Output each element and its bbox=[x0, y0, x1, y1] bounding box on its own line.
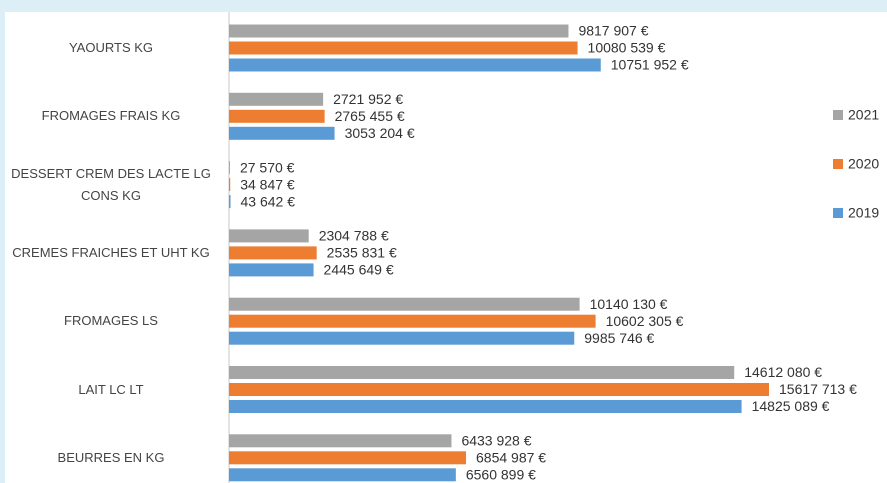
value-label: 6560 899 € bbox=[466, 467, 536, 483]
value-label: 34 847 € bbox=[240, 176, 295, 192]
category-label: CREMES FRAICHES ET UHT KG bbox=[12, 244, 210, 260]
value-label: 2304 788 € bbox=[319, 228, 389, 244]
bar bbox=[229, 109, 325, 123]
bar bbox=[229, 229, 309, 243]
value-label: 6433 928 € bbox=[461, 433, 531, 449]
value-label: 2721 952 € bbox=[333, 91, 403, 107]
value-label: 2445 649 € bbox=[324, 262, 394, 278]
value-label: 3053 204 € bbox=[345, 125, 415, 141]
bar bbox=[229, 400, 742, 413]
category-label: BEURRES EN KG bbox=[57, 449, 165, 465]
legend-swatch bbox=[833, 110, 843, 120]
category-label: YAOURTS KG bbox=[68, 40, 154, 55]
bar bbox=[229, 331, 575, 345]
value-label: 9817 907 € bbox=[578, 23, 648, 39]
legend-label: 2021 bbox=[848, 107, 879, 123]
bar bbox=[229, 383, 769, 396]
bar bbox=[229, 297, 580, 311]
bar bbox=[229, 92, 324, 106]
category-label: FROMAGES LS bbox=[64, 313, 158, 329]
legend-swatch bbox=[833, 159, 843, 169]
value-label: 9985 746 € bbox=[584, 330, 654, 346]
value-label: 10751 952 € bbox=[611, 57, 689, 73]
category-label: FROMAGES FRAIS KG bbox=[41, 108, 181, 124]
category-label: LAIT LC LT bbox=[78, 381, 144, 397]
bar bbox=[229, 195, 231, 209]
value-label: 15617 713 € bbox=[779, 381, 857, 397]
legend-label: 2020 bbox=[848, 156, 879, 172]
bar bbox=[229, 126, 335, 140]
bar bbox=[229, 314, 596, 328]
category-label: DESSERT CREM DES LACTE LG CONS KG bbox=[11, 165, 211, 203]
value-label: 14612 080 € bbox=[744, 364, 822, 380]
value-label: 10140 130 € bbox=[590, 296, 668, 312]
bar bbox=[229, 161, 230, 175]
value-label: 43 642 € bbox=[241, 193, 296, 209]
bar bbox=[229, 366, 735, 379]
value-label: 2765 455 € bbox=[335, 108, 405, 124]
bar bbox=[229, 58, 601, 72]
value-label: 2535 831 € bbox=[327, 245, 397, 261]
legend-swatch bbox=[833, 208, 843, 218]
bar bbox=[229, 246, 317, 260]
bar bbox=[229, 178, 231, 192]
value-label: 14825 089 € bbox=[752, 398, 830, 414]
value-label: 27 570 € bbox=[240, 159, 295, 175]
bar bbox=[229, 468, 456, 482]
value-label: 6854 987 € bbox=[476, 450, 546, 466]
bar bbox=[229, 451, 467, 465]
value-label: 10080 539 € bbox=[588, 40, 666, 56]
bar bbox=[229, 24, 569, 38]
value-label: 10602 305 € bbox=[606, 313, 684, 329]
bar bbox=[229, 263, 314, 277]
legend-label: 2019 bbox=[848, 205, 879, 221]
bar bbox=[229, 41, 578, 55]
bar bbox=[229, 434, 452, 448]
